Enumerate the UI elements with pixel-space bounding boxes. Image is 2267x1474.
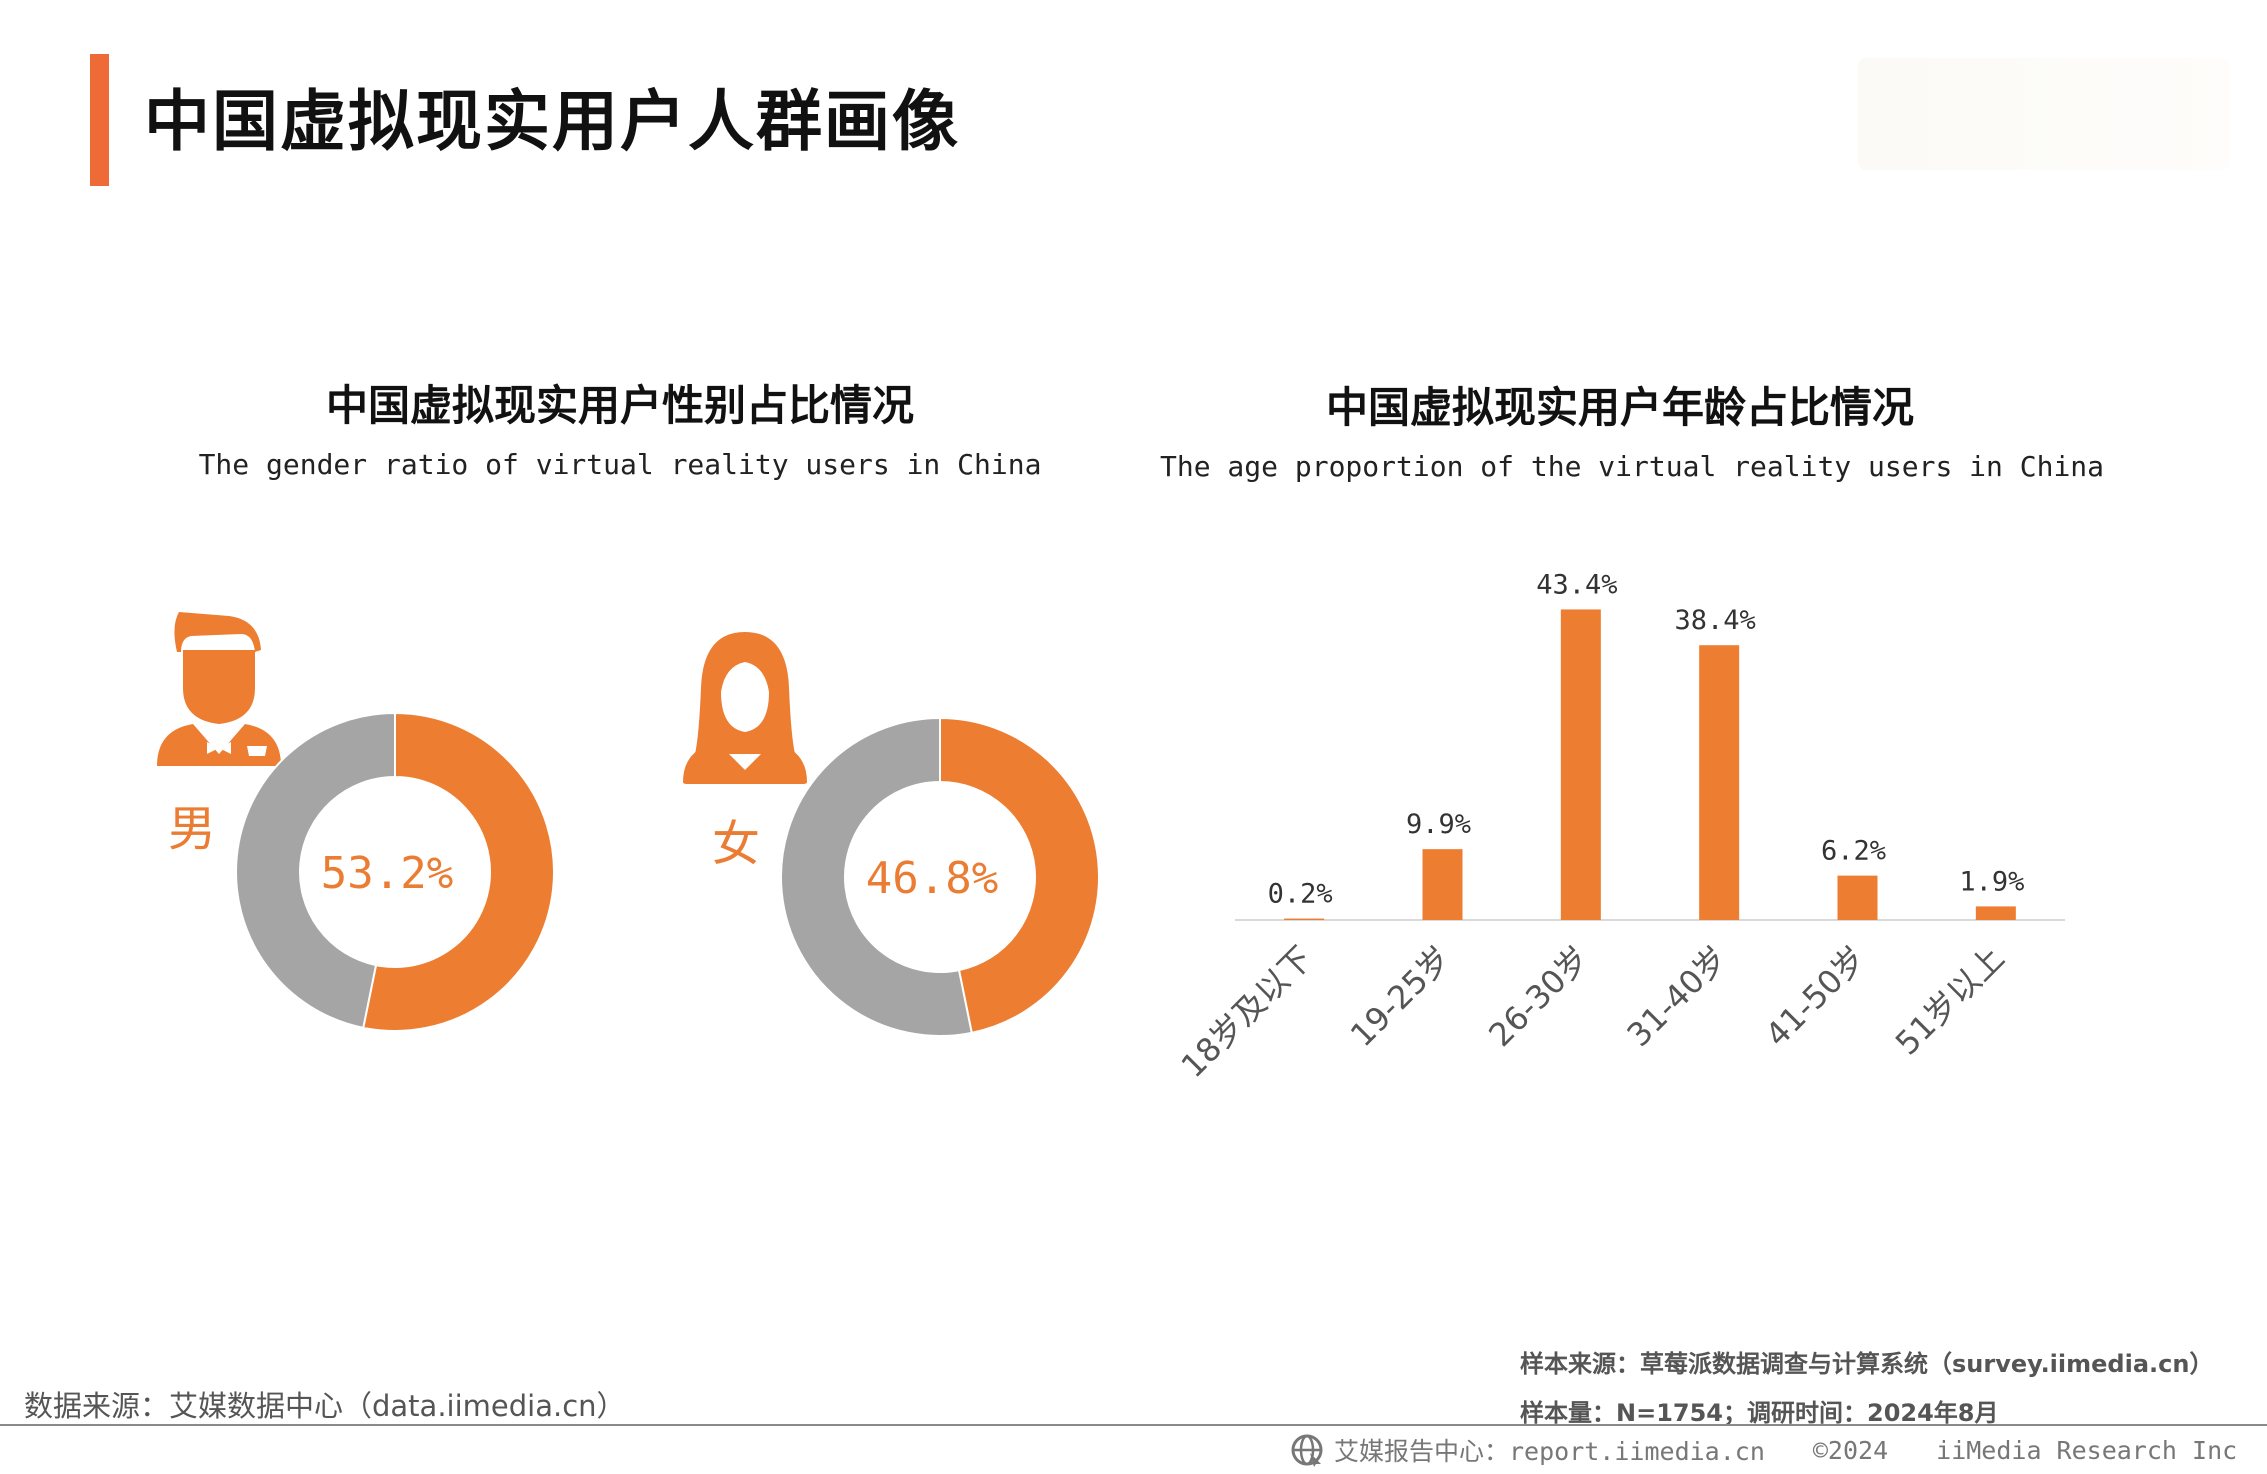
category-tick-label: 41-50岁 [1758, 939, 1873, 1054]
bar-value-label: 43.4% [1536, 569, 1617, 600]
footer-divider [0, 1424, 2267, 1426]
donut-slice-rest [780, 716, 973, 1037]
bar-value-label: 38.4% [1675, 605, 1756, 636]
copyright-text: ©2024 [1812, 1435, 1889, 1465]
age-bar [1837, 875, 1878, 920]
bar-value-label: 0.2% [1268, 879, 1333, 910]
age-chart-subtitle: The age proportion of the virtual realit… [1160, 450, 2105, 483]
gender-chart-subtitle: The gender ratio of virtual reality user… [198, 448, 1042, 481]
data-source-note: 数据来源：艾媒数据中心（data.iimedia.cn） [24, 1389, 626, 1423]
category-tick-label: 31-40岁 [1620, 939, 1735, 1054]
sample-meta-note: 样本量：N=1754；调研时间：2024年8月 [1520, 1399, 1999, 1427]
male-donut: 53.2% 男 [168, 711, 555, 1032]
age-bar-chart: 0.2% 18岁及以下 9.9% 19-25岁 43.4% 26-30岁 38.4% 31-4… [1174, 569, 2065, 1085]
male-user-icon [157, 612, 281, 766]
category-tick-label: 19-25岁 [1343, 939, 1458, 1054]
sample-source-note: 样本来源：草莓派数据调查与计算系统（survey.iimedia.cn） [1520, 1350, 2214, 1378]
donut-slice-value [362, 711, 555, 1032]
brand-logo-area [1858, 58, 2230, 170]
category-tick-label: 51岁以上 [1888, 939, 2012, 1063]
female-percent-label: 46.8% [866, 853, 998, 904]
gender-donut-chart: 53.2% 男 46.8% 女 [168, 711, 1101, 1037]
female-user-icon [683, 632, 807, 784]
age-bar [1422, 849, 1463, 920]
age-bar [1975, 906, 2016, 920]
gender-label: 女 [712, 816, 760, 872]
donut-slice-value [939, 716, 1101, 1034]
age-bar [1699, 645, 1740, 920]
globe-icon [1291, 1434, 1323, 1467]
footer-bar: 艾媒报告中心：report.iimedia.cn ©2024 iiMedia R… [1290, 1430, 2237, 1470]
bar-value-label: 9.9% [1406, 809, 1471, 840]
age-chart-title: 中国虚拟现实用户年龄占比情况 [1325, 383, 1914, 432]
title-accent-bar [90, 54, 109, 186]
female-donut: 46.8% 女 [712, 716, 1101, 1037]
donut-slice-rest [234, 711, 396, 1029]
age-bar [1560, 609, 1601, 920]
report-site-link[interactable]: 艾媒报告中心：report.iimedia.cn [1334, 1437, 1765, 1466]
age-bar [1284, 918, 1325, 920]
category-tick-label: 26-30岁 [1481, 939, 1596, 1054]
gender-label: 男 [168, 801, 216, 857]
gender-chart-title: 中国虚拟现实用户性别占比情况 [325, 381, 914, 430]
male-percent-label: 53.2% [321, 848, 453, 899]
bar-value-label: 1.9% [1959, 866, 2024, 897]
page-title: 中国虚拟现实用户人群画像 [144, 83, 960, 160]
category-tick-label: 18岁及以下 [1174, 939, 1320, 1085]
company-name: iiMedia Research Inc [1936, 1435, 2238, 1465]
bar-value-label: 6.2% [1821, 836, 1886, 867]
